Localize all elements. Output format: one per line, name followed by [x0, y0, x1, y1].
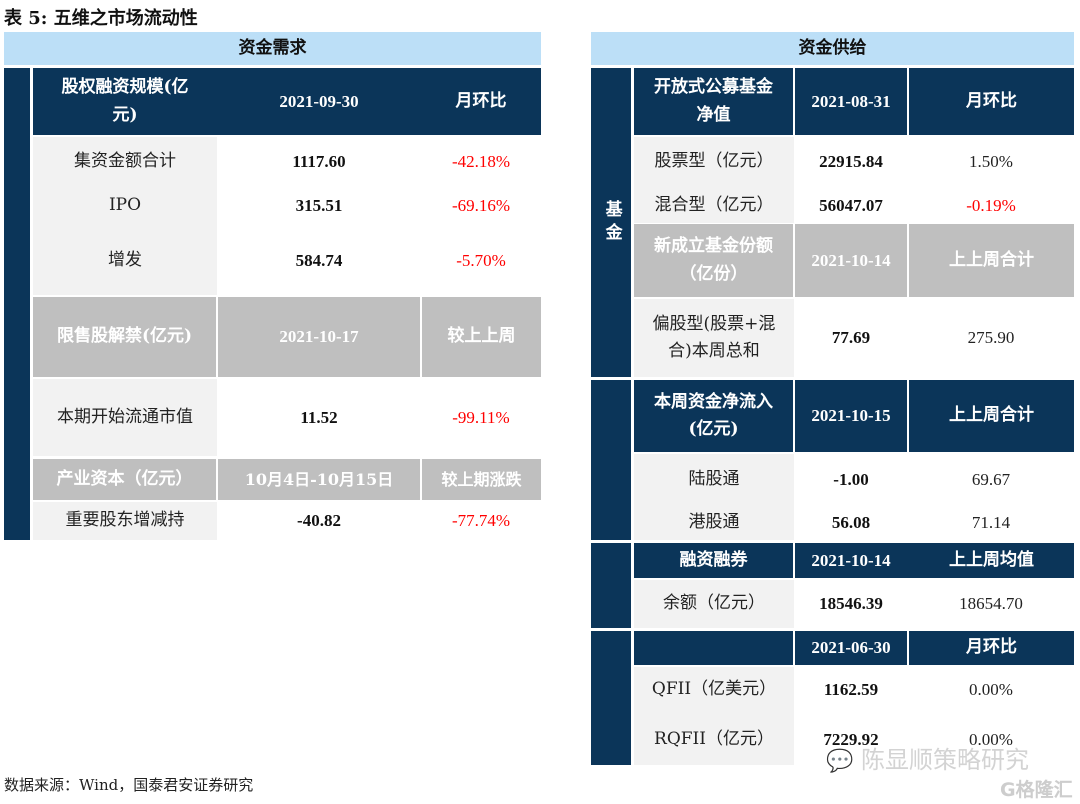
- wechat-icon: 💬: [826, 749, 854, 774]
- demand-h3-chg: 较上期涨跌: [422, 459, 541, 500]
- row-value: 18546.39: [819, 594, 883, 614]
- supply-h1-label: 开放式公募基金净值: [634, 68, 793, 135]
- watermark-text: 陈显顺策略研究: [861, 746, 1030, 774]
- logo-icon: G: [1000, 779, 1016, 801]
- demand-h2-date: 2021-10-17: [218, 297, 420, 377]
- supply-h4-chg: 上上周均值: [909, 543, 1074, 578]
- row-change: -42.18%: [451, 152, 511, 172]
- row-value: 56047.07: [819, 196, 883, 216]
- row-change: 69.67: [971, 470, 1011, 490]
- row-change: -77.74%: [451, 511, 511, 531]
- row-label: RQFII（亿元）: [634, 723, 794, 757]
- demand-h1-label: 股权融资规模(亿元): [33, 68, 217, 135]
- row-change: -69.16%: [451, 196, 511, 216]
- row-label: 港股通: [634, 506, 794, 540]
- supply-h3-chg: 上上周合计: [909, 380, 1074, 452]
- row-change: 1.50%: [969, 152, 1013, 172]
- row-value: -40.82: [297, 511, 341, 531]
- row-label: 股票型（亿元）: [634, 145, 794, 179]
- row-change: -5.70%: [456, 251, 506, 271]
- demand-h3-label: 产业资本（亿元）: [33, 459, 216, 500]
- row-change: 71.14: [971, 513, 1011, 533]
- row-value: 584.74: [295, 251, 343, 271]
- row-label: 混合型（亿元）: [634, 189, 794, 223]
- supply-h2-label: 新成立基金份额（亿份）: [634, 224, 793, 297]
- demand-side-bar: [4, 68, 30, 540]
- watermark-logo-text: 格隆汇: [1015, 779, 1073, 801]
- supply-h3-date: 2021-10-15: [795, 380, 907, 452]
- row-value: 77.69: [831, 328, 871, 348]
- row-change: 18654.70: [959, 594, 1023, 614]
- row-value: 1117.60: [292, 152, 346, 172]
- row-value: 7229.92: [823, 730, 879, 750]
- watermark-logo: G格隆汇: [1000, 775, 1073, 802]
- row-value: -1.00: [833, 470, 869, 490]
- row-label: 重要股东增减持: [33, 502, 217, 540]
- row-change: 0.00%: [969, 680, 1013, 700]
- demand-band: 资金需求: [4, 32, 541, 65]
- demand-h1-date: 2021-09-30: [217, 68, 421, 135]
- supply-h5-chg: 月环比: [909, 631, 1074, 665]
- row-label: 集资金额合计: [33, 145, 217, 179]
- supply-h4-label: 融资融券: [634, 543, 793, 578]
- row-label: IPO: [33, 189, 217, 223]
- row-change: -0.19%: [966, 196, 1016, 216]
- supply-h1-date: 2021-08-31: [795, 68, 907, 135]
- demand-h2-label: 限售股解禁(亿元): [33, 297, 216, 377]
- supply-side-bar: [591, 543, 631, 628]
- row-label: 余额（亿元）: [634, 580, 794, 628]
- supply-side-bar: [591, 631, 631, 765]
- supply-h1-chg: 月环比: [909, 68, 1074, 135]
- row-value: 1162.59: [823, 680, 879, 700]
- supply-side-bar: [591, 380, 631, 540]
- row-label: 偏股型(股票+混合)本周总和: [634, 299, 794, 377]
- row-label: 陆股通: [634, 463, 794, 497]
- row-change: 275.90: [967, 328, 1015, 348]
- demand-h1-chg: 月环比: [421, 68, 541, 135]
- row-change: -99.11%: [452, 407, 510, 427]
- row-change: 0.00%: [969, 730, 1013, 750]
- supply-h5-label: [634, 631, 793, 665]
- supply-h3-label: 本周资金净流入(亿元): [634, 380, 793, 452]
- row-label: 增发: [33, 244, 217, 278]
- demand-h2-chg: 较上上周: [422, 297, 541, 377]
- table-title: 表 5: 五维之市场流动性: [4, 8, 198, 29]
- supply-h2-date: 2021-10-14: [795, 224, 907, 297]
- supply-side-fund: 基金: [591, 68, 631, 377]
- supply-h2-chg: 上上周合计: [909, 224, 1074, 297]
- row-label: QFII（亿美元）: [634, 673, 794, 707]
- row-value: 56.08: [831, 513, 871, 533]
- demand-h3-date: 10月4日-10月15日: [218, 459, 420, 500]
- row-label: 本期开始流通市值: [33, 379, 217, 456]
- supply-band: 资金供给: [591, 32, 1074, 65]
- row-value: 315.51: [295, 196, 343, 216]
- row-value: 11.52: [300, 407, 338, 427]
- supply-h5-date: 2021-06-30: [795, 631, 907, 665]
- watermark: 💬 陈显顺策略研究: [826, 740, 1029, 775]
- supply-h4-date: 2021-10-14: [795, 543, 907, 578]
- row-value: 22915.84: [819, 152, 883, 172]
- source-note: 数据来源：Wind，国泰君安证券研究: [4, 776, 254, 794]
